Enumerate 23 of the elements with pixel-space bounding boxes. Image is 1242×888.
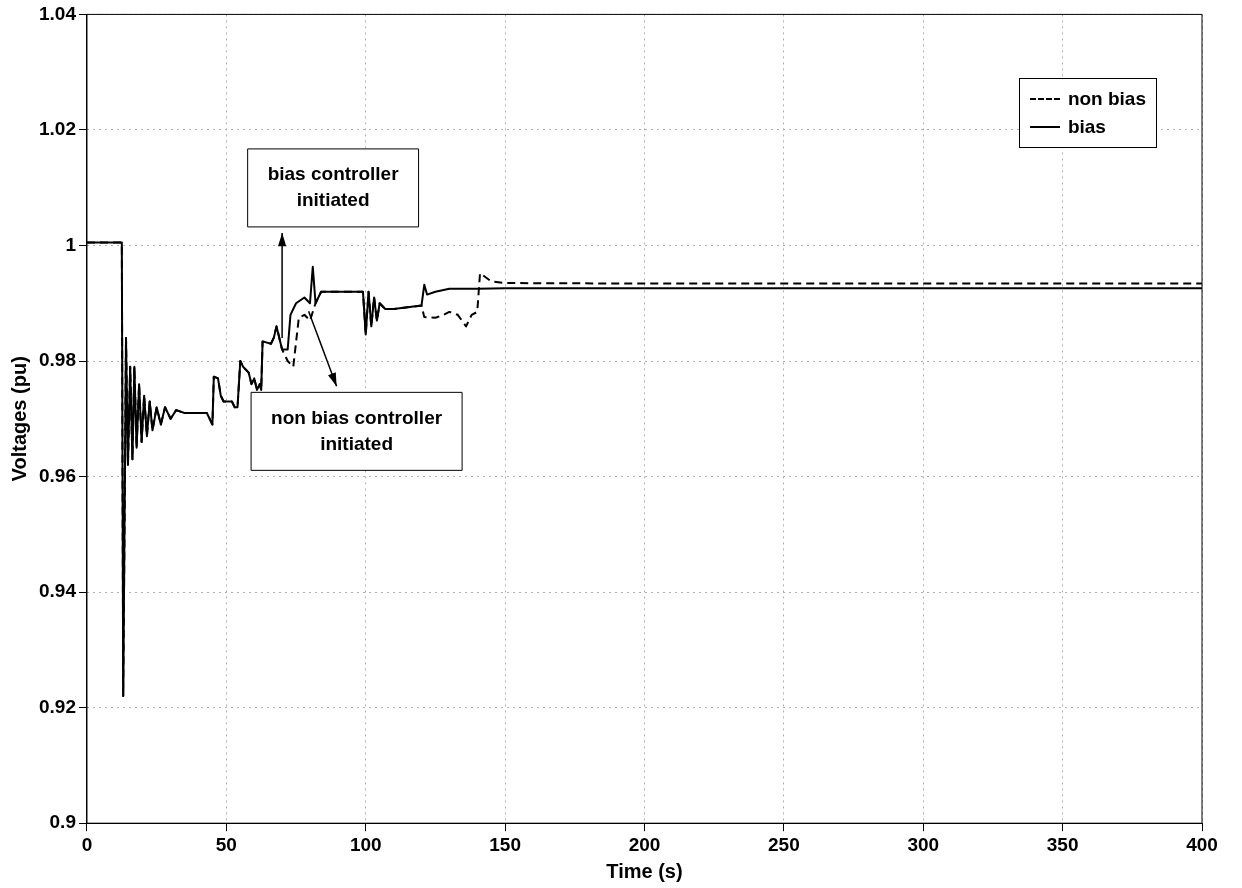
x-tick-label: 50 <box>215 833 237 855</box>
y-tick-label: 1.02 <box>39 118 76 140</box>
x-tick-label: 100 <box>349 833 382 855</box>
annotation: non bias controller initiated <box>271 406 443 454</box>
y-tick-label: 0.94 <box>39 580 77 602</box>
x-tick-label: 250 <box>768 833 800 855</box>
x-tick-label: 200 <box>628 833 661 855</box>
y-tick-label: 0.9 <box>49 811 76 833</box>
y-axis-title: Voltages (pu) <box>7 356 30 482</box>
x-tick-label: 400 <box>1186 833 1218 855</box>
y-tick-label: 1 <box>65 233 77 255</box>
x-tick-label: 300 <box>907 833 940 855</box>
legend-label: non bias <box>1067 87 1146 111</box>
y-tick-label: 0.98 <box>39 349 76 371</box>
x-axis-title: Time (s) <box>606 859 683 882</box>
y-tick-label: 0.96 <box>39 464 76 486</box>
x-tick-label: 150 <box>489 833 521 855</box>
x-tick-label: 0 <box>81 833 93 855</box>
y-tick-label: 0.92 <box>39 695 76 717</box>
y-tick-label: 1.04 <box>39 2 77 24</box>
annotation: bias controller initiated <box>267 163 400 211</box>
x-tick-label: 350 <box>1046 833 1079 855</box>
legend-label: bias <box>1067 115 1106 139</box>
